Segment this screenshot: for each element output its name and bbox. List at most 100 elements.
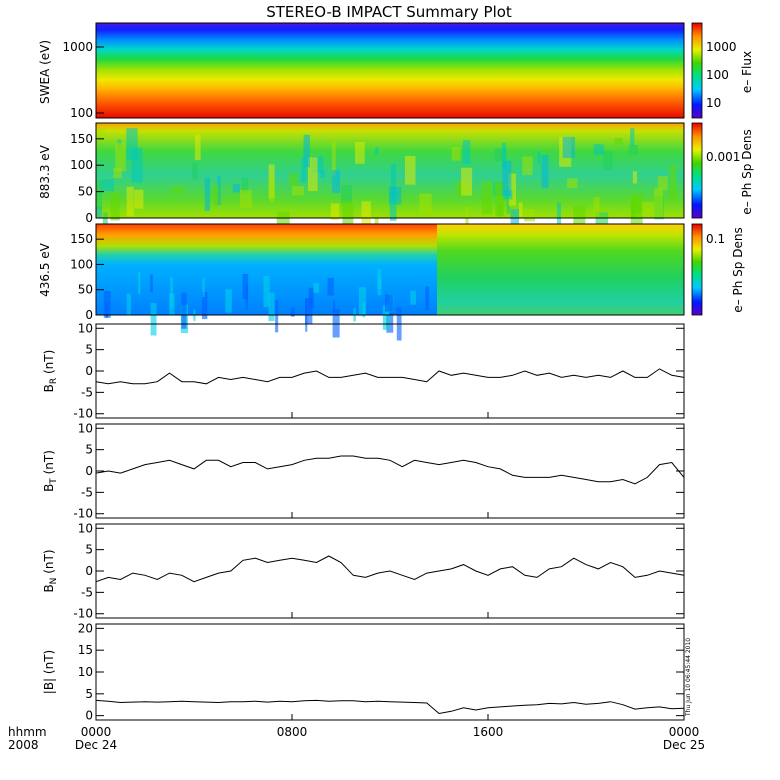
pad-436-texture [263,276,270,308]
timestamp-note: Thu Jun 10 06:45:44 2010 [685,638,692,717]
pad-436-texture [242,273,249,300]
bmag-ytick-label: 15 [78,643,93,657]
bt-panel: 10 5 0 -5 -10 BT (nT) [42,421,685,521]
pad-436-texture [268,292,275,322]
swea-cbar-tick-10: 10 [706,96,721,110]
pad-883-texture [101,179,114,192]
pad-883-texture [361,201,371,227]
pad-883-texture [497,204,503,217]
br-panel: 10 5 0 -5 -10 BR (nT) [42,321,685,421]
pad-883-texture [632,171,638,184]
pad-883-panel: 150 100 50 0 883.3 eV 0.001 e– Ph Sp Dens [38,122,754,242]
pad-883-texture [232,184,241,193]
bn-series-line [95,555,685,583]
time-tick-label-0: 0000 [81,725,112,739]
pad-883-ytick-label: 50 [78,185,93,199]
bn-panel: 10 5 0 -5 -10 BN (nT) [42,521,685,621]
pad-883-texture [404,155,416,185]
br-ytick-label: -10 [73,407,93,421]
swea-spectrogram [96,23,684,118]
pad-436-texture [313,283,320,293]
pad-883-colorbar [691,122,703,219]
pad-436-colorbar [691,223,703,316]
pad-436-texture [225,289,232,313]
pad-436-ytick-label: 50 [78,283,93,297]
bt-ylabel: BT (nT) [42,450,59,492]
pad-883-texture [537,151,541,165]
pad-883-texture [330,203,340,220]
bn-ytick-label: 10 [78,521,93,535]
bmag-ytick-label: 20 [78,621,93,635]
swea-panel: 1000 100 SWEA (eV) 1000 100 10 e– Flux [38,22,754,120]
pad-436-texture [245,284,248,310]
pad-883-texture [331,141,336,177]
pad-883-ytick-label: 150 [70,132,93,146]
pad-436-texture [126,293,132,316]
pad-436-texture [170,277,174,309]
time-tick-date-0: Dec 24 [75,738,117,752]
pad-436-texture [138,271,141,295]
pad-883-texture [541,155,549,189]
pad-883-texture [524,209,535,222]
pad-436-texture [332,309,340,338]
pad-883-cbar-tick: 0.001 [706,150,740,164]
pad-883-texture [131,147,143,183]
pad-436-ytick-label: 0 [85,308,93,322]
pad-883-texture [98,128,106,138]
pad-883-texture [96,206,102,219]
pad-436-texture [410,290,417,305]
bt-ytick-label: 10 [78,421,93,435]
pad-883-texture [461,167,473,196]
swea-ylabel: SWEA (eV) [38,40,52,104]
pad-883-texture [508,173,517,206]
bn-ytick-label: 0 [85,564,93,578]
pad-436-ytick-label: 100 [70,257,93,271]
pad-883-texture [389,192,397,221]
pad-883-texture [481,181,493,215]
pad-883-texture [669,165,678,200]
time-axis-label-year: 2008 [8,738,39,752]
pad-436-texture [425,286,430,311]
br-ytick-label: 5 [85,343,93,357]
pad-883-texture [462,140,471,165]
pad-436-cbar-label: e– Ph Sp Dens [731,227,745,312]
bt-series-line [95,455,685,485]
pad-883-texture [292,186,304,196]
pad-883-texture [110,192,120,221]
pad-883-texture [494,148,507,162]
pad-883-texture [332,170,341,194]
br-ytick-label: 0 [85,364,93,378]
swea-cbar-tick-1000: 1000 [706,40,737,54]
time-tick-date-3: Dec 25 [663,738,705,752]
br-frame [95,323,685,419]
pad-883-texture [96,180,103,209]
pad-883-texture [451,147,461,161]
pad-883-texture [630,203,643,236]
pad-883-texture [631,194,643,214]
bt-ytick-label: 0 [85,464,93,478]
pad-883-texture [217,175,221,206]
bn-ytick-label: -5 [81,585,93,599]
pad-883-texture [301,157,307,183]
pad-883-texture [126,128,138,161]
pad-883-texture [465,206,469,240]
pad-436-texture [105,302,109,319]
pad-883-texture [303,134,310,168]
pad-883-texture [269,174,275,202]
br-series-line [95,368,685,385]
pad-883-texture [355,142,365,164]
bn-ytick-label: 5 [85,543,93,557]
pad-436-texture [308,287,315,309]
plot-title: STEREO-B IMPACT Summary Plot [266,3,512,21]
pad-883-texture [113,167,122,179]
pad-883-texture [374,212,379,231]
pad-883-texture [630,128,635,147]
pad-436-texture [305,298,313,324]
pad-883-texture [628,144,639,156]
pad-883-ytick-label: 0 [85,211,93,225]
pad-436-texture [327,277,334,296]
pad-436-cbar-tick: 0.1 [706,232,725,246]
swea-ytick-100: 100 [70,106,93,120]
br-ytick-label: 10 [78,321,93,335]
pad-883-texture [320,170,325,179]
